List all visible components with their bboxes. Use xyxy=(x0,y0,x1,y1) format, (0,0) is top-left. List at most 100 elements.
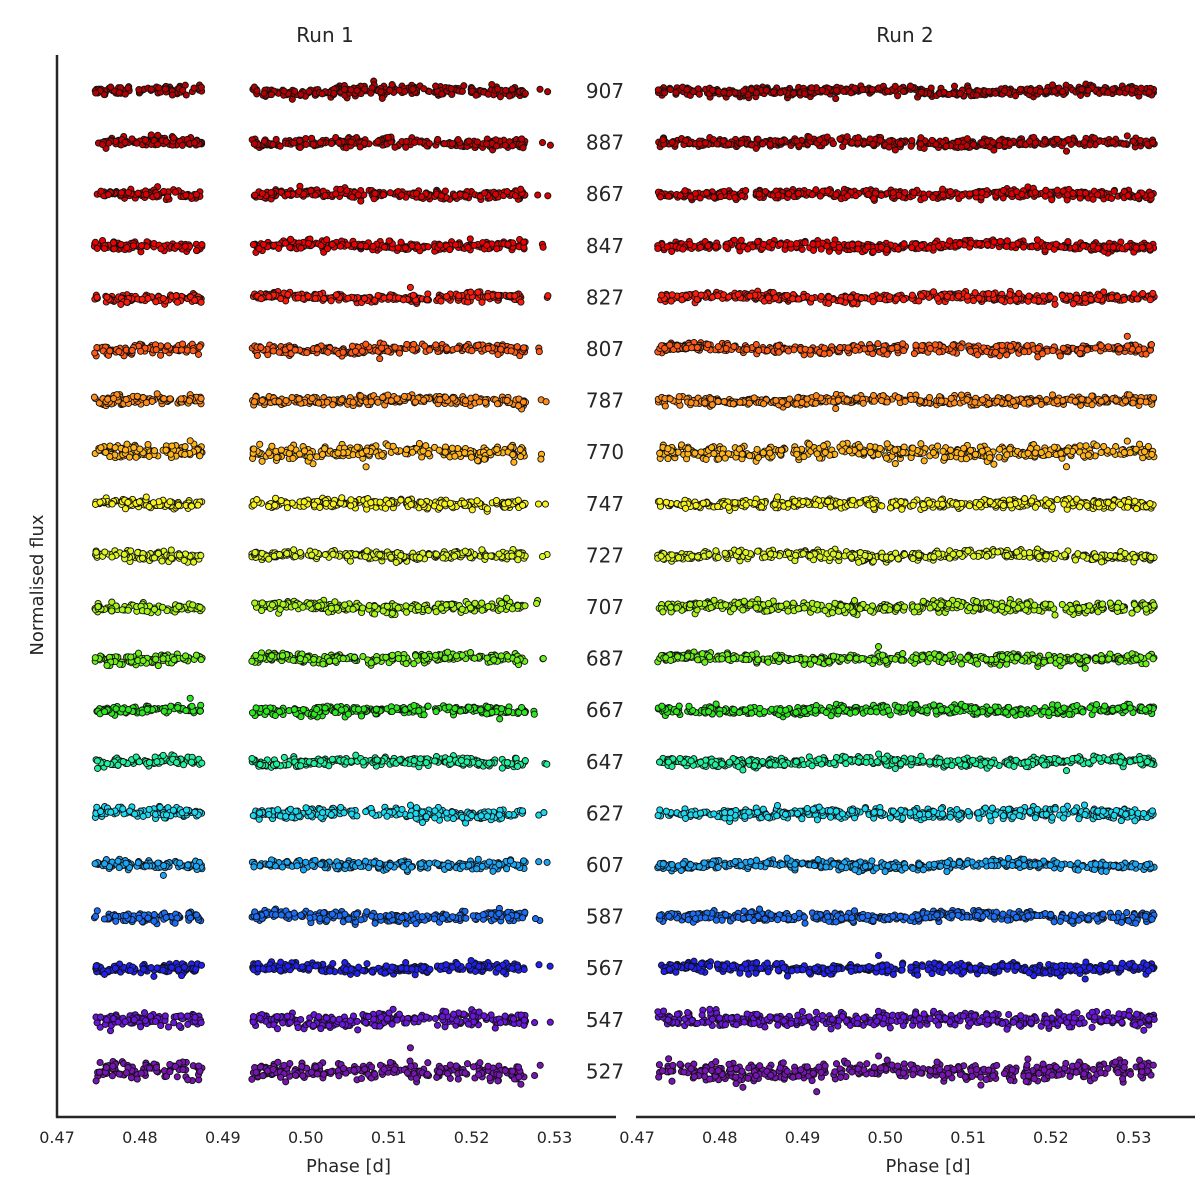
data-point xyxy=(367,398,375,406)
data-point xyxy=(250,445,258,453)
data-point xyxy=(182,707,190,715)
data-point xyxy=(117,189,126,197)
data-point xyxy=(361,553,369,561)
data-point xyxy=(181,242,189,250)
data-point xyxy=(483,505,491,513)
data-point xyxy=(465,137,473,145)
data-point xyxy=(322,499,330,507)
data-point xyxy=(478,599,486,607)
data-point xyxy=(374,291,382,300)
series-points-647 xyxy=(92,751,551,772)
data-point xyxy=(109,239,118,247)
data-point xyxy=(498,764,506,772)
data-point xyxy=(396,756,404,764)
data-point xyxy=(277,446,285,454)
series-points-770 xyxy=(91,437,546,471)
data-point xyxy=(507,347,515,355)
data-point xyxy=(446,755,454,763)
data-point xyxy=(474,457,482,465)
data-point xyxy=(304,239,313,247)
data-point xyxy=(379,191,387,199)
data-point xyxy=(130,444,138,452)
data-point xyxy=(514,602,522,610)
data-point xyxy=(311,294,319,303)
data-point xyxy=(399,296,407,304)
data-point xyxy=(394,604,402,612)
data-point xyxy=(363,547,371,555)
data-point xyxy=(155,84,163,92)
data-point xyxy=(349,398,357,406)
data-point xyxy=(290,139,298,147)
series-points-687 xyxy=(91,648,547,670)
data-point xyxy=(350,240,358,248)
data-point xyxy=(253,496,261,504)
data-point xyxy=(162,811,171,819)
data-point xyxy=(483,654,491,662)
data-point xyxy=(252,651,260,659)
data-point xyxy=(439,554,447,562)
data-point xyxy=(129,242,138,250)
data-point xyxy=(316,503,324,511)
data-point xyxy=(397,496,405,504)
data-point xyxy=(124,498,132,506)
data-point xyxy=(360,294,369,303)
data-point xyxy=(374,398,382,406)
data-point xyxy=(319,660,327,668)
data-point xyxy=(327,139,336,148)
data-point xyxy=(344,710,352,718)
data-point xyxy=(513,656,521,664)
data-point xyxy=(257,295,265,303)
data-point xyxy=(386,293,394,301)
data-point xyxy=(284,290,292,299)
series-points-707 xyxy=(91,594,542,619)
data-point xyxy=(275,348,283,356)
data-point xyxy=(402,660,410,668)
data-point xyxy=(249,812,257,820)
data-point xyxy=(415,439,423,448)
data-point xyxy=(168,91,176,99)
data-point xyxy=(514,556,522,564)
data-point xyxy=(519,501,527,509)
data-point xyxy=(283,549,291,558)
data-point xyxy=(538,552,547,561)
data-point xyxy=(186,694,194,702)
data-point xyxy=(267,91,275,99)
data-point xyxy=(125,453,134,461)
data-point xyxy=(198,759,206,767)
data-point xyxy=(498,705,506,713)
data-point xyxy=(304,292,312,300)
data-point xyxy=(111,444,119,452)
data-point xyxy=(538,139,547,147)
data-point xyxy=(284,190,292,198)
data-point xyxy=(424,243,432,251)
data-point xyxy=(123,298,131,306)
data-point xyxy=(544,192,552,200)
data-point xyxy=(521,757,529,765)
data-point xyxy=(191,808,199,816)
data-point xyxy=(128,346,136,354)
data-point xyxy=(303,349,311,357)
data-point xyxy=(410,660,418,668)
data-point xyxy=(323,236,331,244)
data-point xyxy=(373,656,381,664)
data-point xyxy=(269,347,277,355)
data-point xyxy=(306,453,314,461)
data-point xyxy=(353,87,361,95)
data-point xyxy=(150,554,158,562)
data-point xyxy=(139,657,147,665)
data-point xyxy=(363,447,371,455)
data-point xyxy=(101,708,109,716)
data-point xyxy=(93,293,101,301)
data-point xyxy=(413,804,421,812)
data-point xyxy=(160,707,168,715)
data-point xyxy=(347,502,355,510)
data-point xyxy=(154,662,162,670)
data-point xyxy=(504,707,513,715)
data-point xyxy=(175,551,184,559)
data-point xyxy=(268,601,276,609)
data-point xyxy=(93,757,101,765)
data-point xyxy=(197,298,205,306)
data-point xyxy=(484,293,492,301)
data-point xyxy=(520,238,528,246)
data-point xyxy=(480,189,489,197)
